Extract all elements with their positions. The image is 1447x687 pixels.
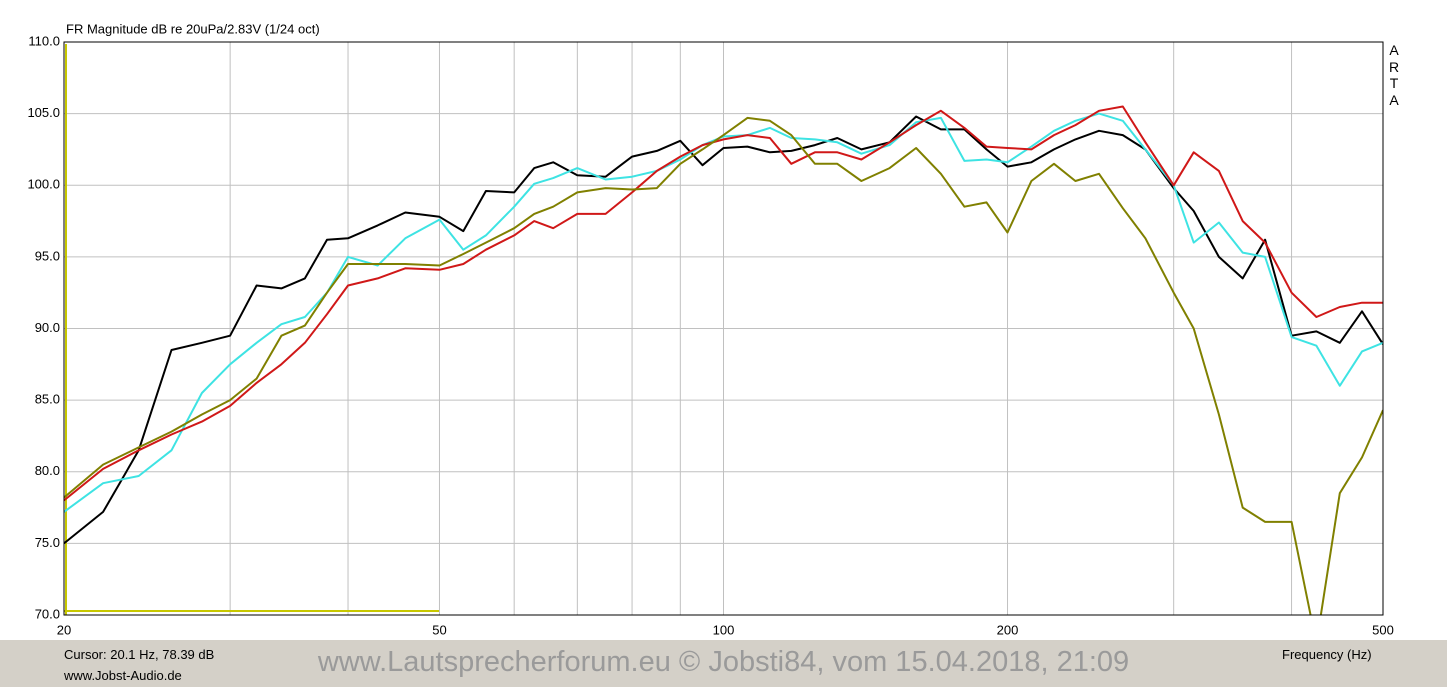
logo: ARTA xyxy=(1388,42,1400,108)
x-axis-label: Frequency (Hz) xyxy=(1282,647,1372,662)
axis-labels: 70.0 75.0 80.0 85.0 90.0 95.0 100.0 105.0 110.0 2… xyxy=(27,33,1393,637)
y-tick-label: 80.0 xyxy=(35,463,60,478)
grid xyxy=(63,41,1384,616)
y-tick-label: 75.0 xyxy=(35,535,60,550)
x-tick-label: 500 xyxy=(1372,622,1394,637)
chart: FR Magnitude dB re 20uPa/2.83V (1/24 oct… xyxy=(27,21,1393,637)
cursor-readout: Cursor: 20.1 Hz, 78.39 dB xyxy=(64,647,215,662)
plot-frame xyxy=(63,41,1384,616)
series-line xyxy=(64,105,1383,502)
footer xyxy=(0,640,1447,687)
y-tick-label: 90.0 xyxy=(35,320,60,335)
credit: www.Jobst-Audio.de xyxy=(64,668,182,683)
chart-title: FR Magnitude dB re 20uPa/2.83V (1/24 oct… xyxy=(66,21,320,36)
y-tick-label: 100.0 xyxy=(27,177,60,192)
x-tick-label: 20 xyxy=(57,622,71,637)
x-tick-label: 200 xyxy=(997,622,1019,637)
x-tick-label: 100 xyxy=(713,622,735,637)
y-tick-label: 110.0 xyxy=(28,33,60,48)
watermark: www.Lautsprecherforum.eu © Jobsti84, vom… xyxy=(317,646,1130,678)
y-tick-label: 95.0 xyxy=(35,248,60,263)
y-tick-label: 105.0 xyxy=(27,105,60,120)
x-tick-label: 50 xyxy=(432,622,446,637)
plot-lines xyxy=(64,44,1383,615)
y-tick-label: 85.0 xyxy=(35,392,60,407)
y-tick-label: 70.0 xyxy=(35,606,60,621)
series-line xyxy=(64,116,1383,615)
